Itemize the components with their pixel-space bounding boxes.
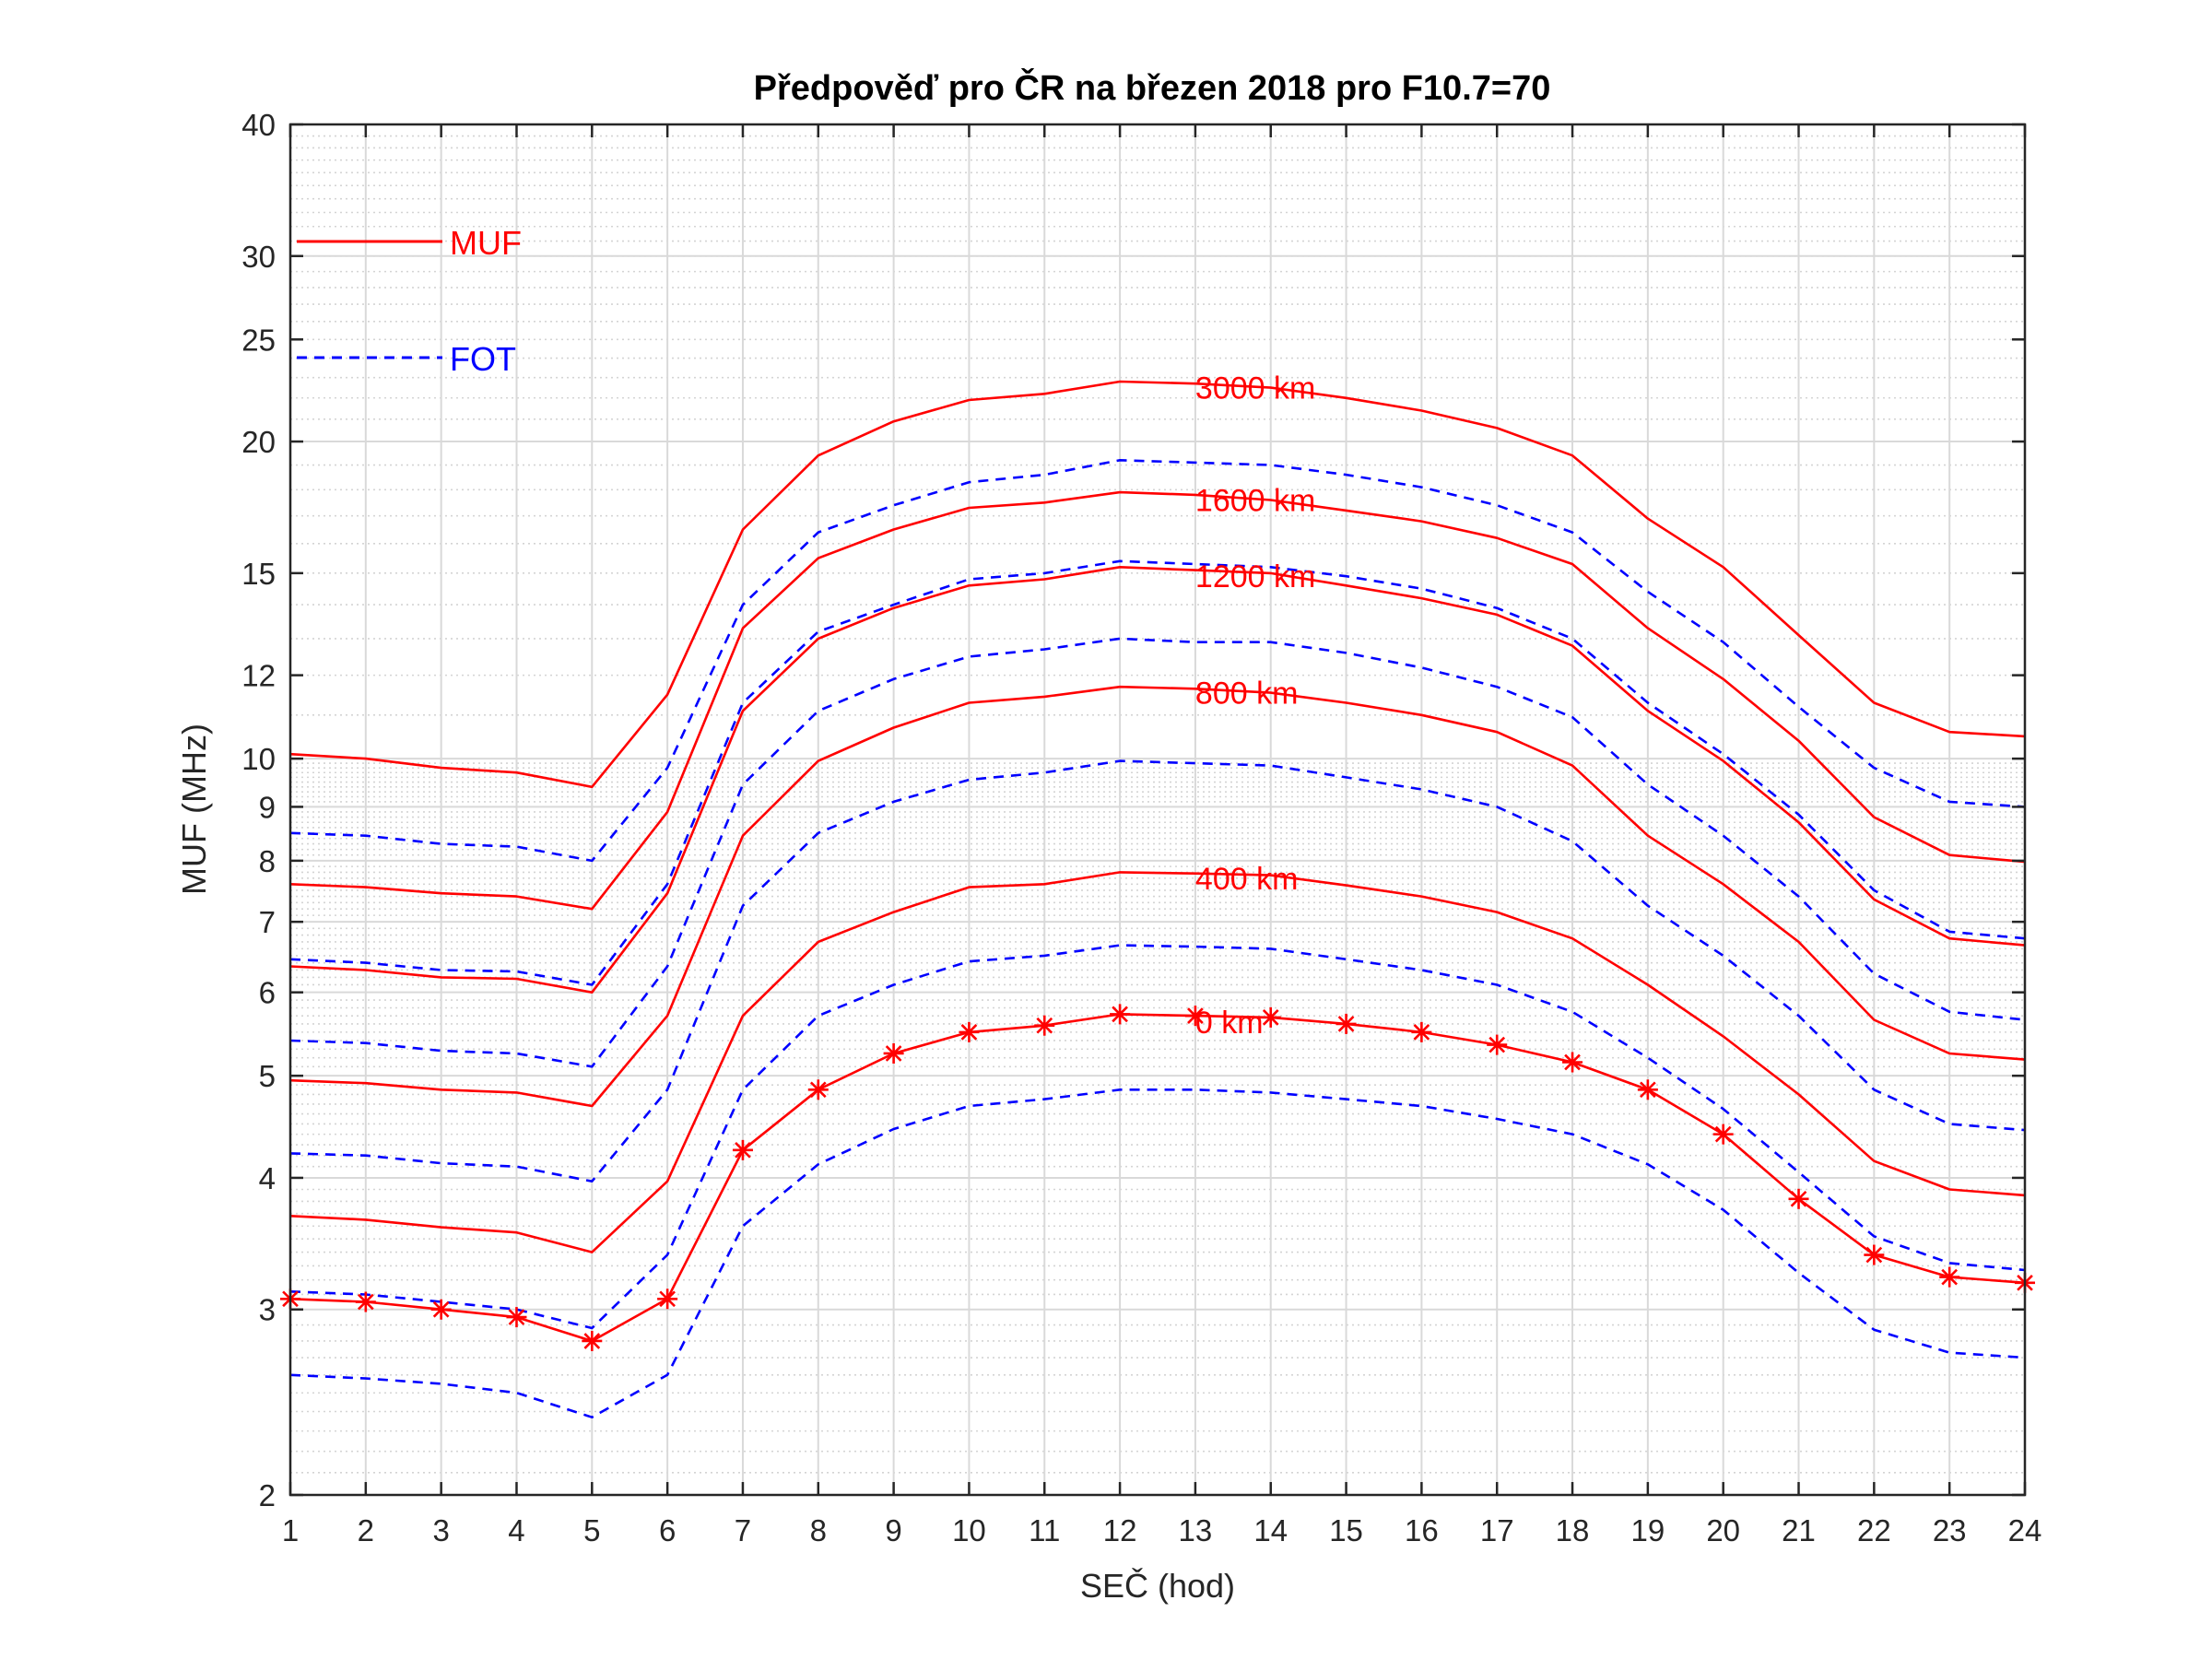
y-tick-label: 7 xyxy=(259,905,276,939)
distance-label: 400 km xyxy=(1195,862,1299,897)
legend-muf-label: MUF xyxy=(450,224,522,262)
y-tick-label: 9 xyxy=(259,790,276,824)
data-point-marker xyxy=(1712,1124,1734,1145)
series-line xyxy=(289,759,2026,1182)
y-tick-label: 10 xyxy=(241,742,276,776)
y-tick-label: 25 xyxy=(241,323,276,357)
y-tick-label: 40 xyxy=(241,108,276,142)
data-point-marker xyxy=(1562,1052,1583,1073)
axis-ticks: 1 2 3 4 5 6 7 8 9 10 11 12 13 14 15 16 17 18 19 20 21 22 23 242… xyxy=(241,108,2041,1547)
x-tick-label: 2 xyxy=(358,1513,374,1547)
plot-frame xyxy=(288,123,2027,1497)
chart-title: Předpověď pro ČR na březen 2018 pro F10.… xyxy=(754,66,1551,108)
data-point-marker xyxy=(430,1299,452,1320)
x-tick-label: 13 xyxy=(1179,1513,1213,1547)
series-line xyxy=(289,871,2026,1253)
x-tick-label: 15 xyxy=(1329,1513,1363,1547)
x-axis-label: SEČ (hod) xyxy=(1080,1567,1235,1605)
data-point-marker xyxy=(1110,1004,1131,1025)
y-tick-label: 2 xyxy=(259,1478,276,1512)
series-line xyxy=(289,944,2026,1330)
x-tick-label: 22 xyxy=(1857,1513,1891,1547)
x-tick-label: 4 xyxy=(508,1513,524,1547)
legend-fot-label: FOT xyxy=(450,340,516,378)
y-tick-label: 30 xyxy=(241,240,276,274)
y-tick-label: 6 xyxy=(259,976,276,1010)
legend: MUF FOT xyxy=(297,224,522,378)
x-tick-label: 17 xyxy=(1480,1513,1514,1547)
distance-label: 0 km xyxy=(1195,1006,1264,1041)
series-line xyxy=(289,637,2026,1068)
x-tick-label: 19 xyxy=(1631,1513,1665,1547)
y-tick-label: 15 xyxy=(241,557,276,591)
data-point-marker xyxy=(1184,1006,1206,1027)
minor-grid xyxy=(290,135,2025,1474)
distance-labels: 3000 km 1600 km 1200 km 800 km 400 km 0 km xyxy=(1195,371,1315,1041)
x-tick-label: 9 xyxy=(885,1513,901,1547)
x-tick-label: 14 xyxy=(1253,1513,1288,1547)
x-tick-label: 12 xyxy=(1103,1513,1137,1547)
data-point-marker xyxy=(1411,1021,1432,1042)
y-tick-label: 12 xyxy=(241,659,276,693)
series-line xyxy=(289,380,2026,789)
distance-label: 3000 km xyxy=(1195,371,1315,406)
major-grid xyxy=(289,124,2026,1496)
data-point-marker xyxy=(582,1330,603,1351)
distance-label: 1600 km xyxy=(1195,484,1315,519)
data-point-marker xyxy=(807,1079,829,1100)
y-tick-label: 4 xyxy=(259,1161,276,1195)
data-point-marker xyxy=(355,1291,376,1312)
series-layer xyxy=(280,380,2035,1418)
data-point-marker xyxy=(1260,1006,1281,1028)
x-tick-label: 21 xyxy=(1782,1513,1816,1547)
x-tick-label: 6 xyxy=(659,1513,676,1547)
data-point-marker xyxy=(959,1021,980,1042)
series-line xyxy=(289,1013,2026,1343)
x-tick-label: 18 xyxy=(1556,1513,1590,1547)
data-point-marker xyxy=(883,1042,904,1064)
x-tick-label: 20 xyxy=(1706,1513,1740,1547)
data-point-marker xyxy=(657,1288,678,1310)
x-tick-label: 11 xyxy=(1029,1513,1060,1547)
series-line xyxy=(289,490,2026,911)
data-point-marker xyxy=(1335,1013,1357,1034)
x-tick-label: 8 xyxy=(810,1513,827,1547)
x-tick-label: 24 xyxy=(2008,1513,2042,1547)
y-tick-label: 20 xyxy=(241,425,276,459)
data-point-marker xyxy=(1034,1015,1055,1036)
x-tick-label: 10 xyxy=(952,1513,986,1547)
data-point-marker xyxy=(1864,1244,1885,1265)
series-line xyxy=(289,458,2026,863)
data-point-marker xyxy=(1487,1034,1508,1055)
x-tick-label: 23 xyxy=(1933,1513,1967,1547)
series-line xyxy=(289,685,2026,1108)
x-tick-label: 16 xyxy=(1405,1513,1439,1547)
distance-label: 1200 km xyxy=(1195,559,1315,594)
x-tick-label: 5 xyxy=(583,1513,600,1547)
y-tick-label: 3 xyxy=(259,1293,276,1327)
x-tick-label: 3 xyxy=(432,1513,449,1547)
y-tick-label: 8 xyxy=(259,844,276,878)
x-tick-label: 7 xyxy=(735,1513,751,1547)
x-tick-label: 1 xyxy=(282,1513,299,1547)
data-point-marker xyxy=(506,1307,527,1328)
y-axis-label: MUF (MHz) xyxy=(175,724,213,895)
data-point-marker xyxy=(1637,1079,1658,1100)
series-line xyxy=(289,1088,2026,1418)
series-line xyxy=(289,565,2026,994)
distance-label: 800 km xyxy=(1195,677,1299,712)
data-point-marker xyxy=(1939,1266,1960,1288)
data-point-marker xyxy=(732,1139,753,1160)
data-point-marker xyxy=(1788,1188,1809,1209)
y-tick-label: 5 xyxy=(259,1059,276,1093)
